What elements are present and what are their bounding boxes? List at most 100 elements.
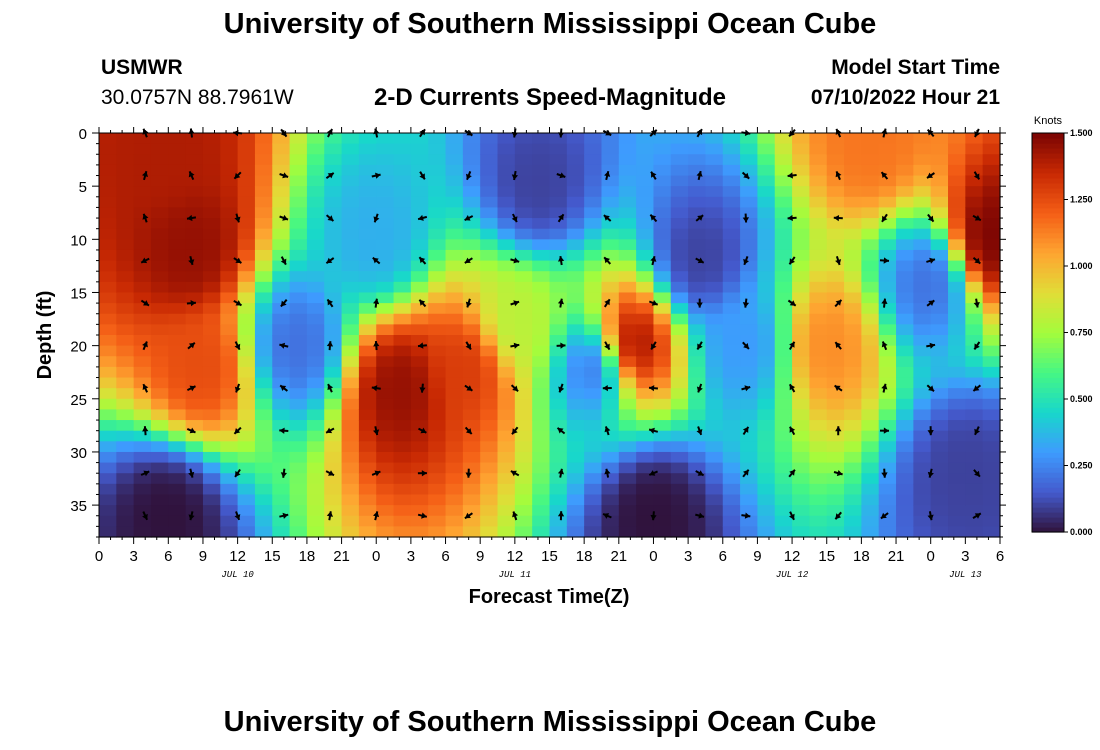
heatmap-cell xyxy=(185,345,204,357)
heatmap-cell xyxy=(982,420,1001,432)
heatmap-cell xyxy=(220,207,239,219)
current-arrow xyxy=(741,385,751,392)
heatmap-cell xyxy=(514,451,533,464)
heatmap-cell xyxy=(168,196,187,209)
heatmap-cell xyxy=(150,218,169,230)
heatmap-cell xyxy=(185,271,204,283)
heatmap-cell xyxy=(844,526,862,538)
heatmap-cell xyxy=(618,281,637,294)
heatmap-cell xyxy=(757,164,776,177)
heatmap-cell xyxy=(792,409,811,421)
heatmap-cell xyxy=(254,154,273,166)
heatmap-cell xyxy=(324,335,343,347)
heatmap-cell xyxy=(168,218,187,230)
heatmap-cell xyxy=(826,186,845,198)
heatmap-cell xyxy=(116,366,135,379)
heatmap-cell xyxy=(757,430,776,442)
heatmap-cell xyxy=(133,260,152,272)
heatmap-cell xyxy=(185,260,204,272)
heatmap-cell xyxy=(792,356,811,368)
heatmap-cell xyxy=(480,451,499,464)
heatmap-cell xyxy=(584,420,603,432)
heatmap-cell xyxy=(705,196,724,209)
x-tick-label: 12 xyxy=(507,548,524,565)
heatmap-cell xyxy=(428,505,447,517)
heatmap-cell xyxy=(532,420,551,432)
current-arrow xyxy=(787,214,797,222)
current-arrow xyxy=(140,257,150,264)
heatmap-cell xyxy=(462,228,481,240)
heatmap-cell xyxy=(549,462,568,474)
heatmap-cell xyxy=(480,526,499,538)
heatmap-cell xyxy=(289,483,308,496)
heatmap-cell xyxy=(896,441,914,453)
heatmap-cell xyxy=(549,409,568,421)
heatmap-cell xyxy=(168,281,187,294)
heatmap-cell xyxy=(150,143,169,155)
heatmap-cell xyxy=(445,303,464,315)
heatmap-cell xyxy=(532,281,551,294)
heatmap-cell xyxy=(584,409,603,421)
heatmap-cell xyxy=(341,505,360,517)
heatmap-cell xyxy=(480,494,499,506)
heatmap-cell xyxy=(826,526,845,538)
heatmap-cell xyxy=(133,164,152,177)
colorbar-segment xyxy=(1032,517,1064,523)
heatmap-cell xyxy=(930,186,949,198)
heatmap-cell xyxy=(393,409,412,421)
heatmap-cell xyxy=(792,292,811,304)
current-arrow xyxy=(556,427,566,435)
colorbar-segment xyxy=(1032,287,1064,294)
heatmap-cell xyxy=(376,324,395,336)
heatmap-cell xyxy=(376,260,395,272)
heatmap-cell xyxy=(532,313,551,325)
heatmap-cell xyxy=(566,515,585,527)
heatmap-cell xyxy=(428,366,447,379)
heatmap-cell xyxy=(584,154,603,166)
heatmap-cell xyxy=(289,420,308,432)
heatmap-cell xyxy=(497,196,516,209)
heatmap-cell xyxy=(324,441,343,453)
heatmap-cell xyxy=(826,228,845,240)
heatmap-cell xyxy=(393,441,412,453)
heatmap-cell xyxy=(272,175,291,187)
heatmap-cell xyxy=(306,271,325,283)
heatmap-cell xyxy=(670,366,689,379)
heatmap-cell xyxy=(99,207,117,219)
heatmap-cell xyxy=(653,526,672,538)
heatmap-cell xyxy=(584,377,603,389)
heatmap-cell xyxy=(896,451,914,464)
heatmap-cell xyxy=(237,483,256,496)
heatmap-cell xyxy=(601,218,620,230)
heatmap-cell xyxy=(410,377,429,389)
heatmap-cell xyxy=(341,494,360,506)
colorbar-tick-label: 1.500 xyxy=(1070,128,1093,138)
heatmap-cell xyxy=(809,366,828,379)
heatmap-cell xyxy=(532,324,551,336)
heatmap-cell xyxy=(688,281,707,294)
current-arrow xyxy=(140,470,150,477)
heatmap-cell xyxy=(757,143,776,155)
heatmap-cell xyxy=(861,175,880,187)
colorbar-segment xyxy=(1032,352,1064,359)
heatmap-cell xyxy=(445,239,464,251)
heatmap-cell xyxy=(549,441,568,453)
heatmap-cell xyxy=(514,505,533,517)
heatmap-cell xyxy=(618,218,637,230)
current-arrow xyxy=(927,426,934,436)
heatmap-cell xyxy=(774,133,793,145)
heatmap-cell xyxy=(324,377,343,389)
x-tick-label: 9 xyxy=(199,548,207,565)
heatmap-cell xyxy=(116,483,135,496)
heatmap-cell xyxy=(688,260,707,272)
heatmap-cell xyxy=(185,409,204,421)
heatmap-cell xyxy=(341,239,360,251)
heatmap-cell xyxy=(844,303,862,315)
heatmap-cell xyxy=(497,515,516,527)
heatmap-cell xyxy=(757,398,776,411)
heatmap-cell xyxy=(792,505,811,517)
heatmap-cell xyxy=(358,292,377,304)
heatmap-cell xyxy=(306,483,325,496)
heatmap-cell xyxy=(792,473,811,485)
